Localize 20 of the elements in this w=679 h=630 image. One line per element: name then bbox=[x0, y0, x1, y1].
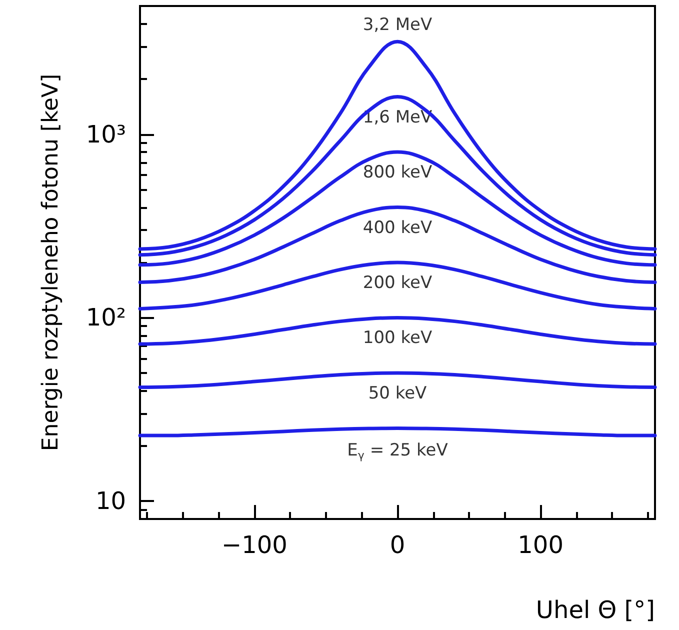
y-tick-label: 10² bbox=[86, 304, 126, 332]
annotation: 50 keV bbox=[368, 383, 428, 404]
x-tick-label: 0 bbox=[390, 531, 406, 559]
line-series bbox=[138, 95, 657, 257]
annotation: 800 keV bbox=[362, 162, 432, 183]
line-series bbox=[138, 426, 657, 438]
annotation: 100 keV bbox=[362, 328, 432, 348]
y-axis-title: Energie rozptyleneho fotonu [keV] bbox=[38, 74, 64, 452]
line-series bbox=[138, 150, 657, 267]
line-series bbox=[138, 316, 657, 346]
x-tick-label: −100 bbox=[221, 531, 288, 559]
annotation: 3,2 MeV bbox=[362, 15, 432, 36]
annotation: 200 keV bbox=[362, 273, 432, 293]
x-axis-title: Uhel Θ [°] bbox=[536, 596, 656, 624]
y-tick-label: 10³ bbox=[86, 120, 126, 148]
y-tick-label: 10 bbox=[95, 487, 126, 516]
line-series bbox=[138, 40, 657, 251]
annotation: 400 keV bbox=[362, 218, 432, 238]
line-series bbox=[138, 260, 657, 310]
x-tick-label: 100 bbox=[518, 531, 564, 559]
